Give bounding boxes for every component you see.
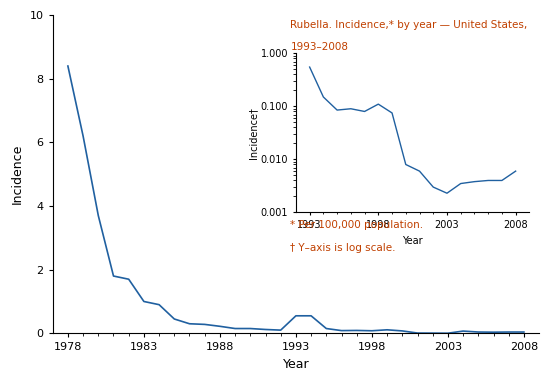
Y-axis label: Incidence†: Incidence†: [248, 107, 258, 159]
Text: Rubella. Incidence,* by year — United States,: Rubella. Incidence,* by year — United St…: [290, 20, 528, 30]
Y-axis label: Incidence: Incidence: [11, 144, 24, 204]
Text: * Per 100,000 population.: * Per 100,000 population.: [290, 220, 424, 230]
X-axis label: Year: Year: [283, 358, 309, 371]
Text: † Y–axis is log scale.: † Y–axis is log scale.: [290, 243, 396, 253]
Text: 1993–2008: 1993–2008: [290, 42, 348, 52]
X-axis label: Year: Year: [402, 236, 423, 246]
